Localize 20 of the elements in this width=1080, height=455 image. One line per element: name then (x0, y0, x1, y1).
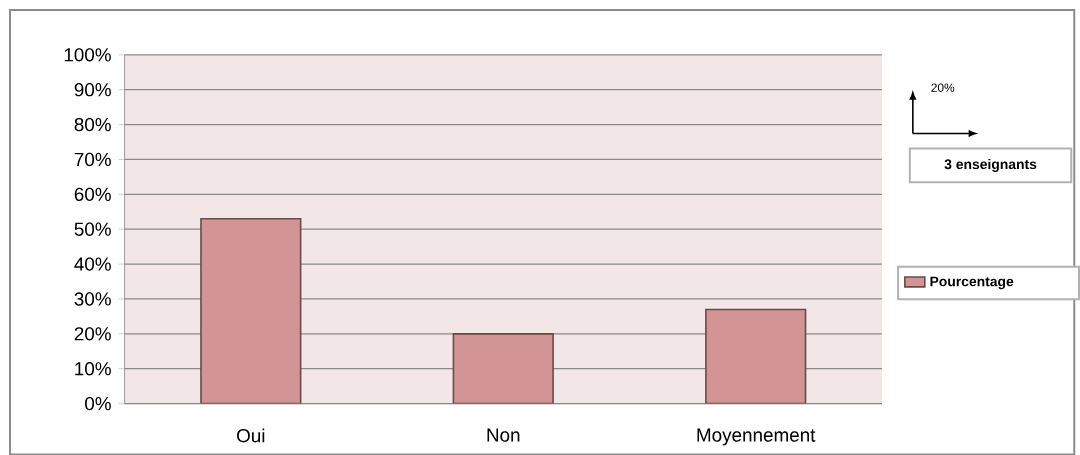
y-tick-label: 50% (74, 222, 111, 236)
text: 20% (931, 83, 955, 92)
y-tick-label: 30% (74, 292, 111, 306)
y-tick-label: 60% (74, 187, 111, 201)
x-tick-label: Non (487, 428, 520, 442)
y-tick-label: 40% (74, 257, 111, 271)
y-tick-label: 80% (74, 117, 111, 132)
x-tick-label: Moyennement (697, 428, 816, 446)
bar (200, 217, 302, 404)
bar (705, 308, 807, 404)
y-tick-label: 20% (74, 326, 111, 341)
y-tick-label: 0% (85, 396, 111, 411)
bar (452, 332, 554, 404)
y-tick-label: 100% (64, 47, 111, 62)
y-tick-label: 90% (74, 82, 111, 97)
x-tick-label: Oui (237, 428, 265, 443)
y-tick-label: 70% (74, 152, 111, 166)
text: 3 enseignants (944, 158, 1037, 172)
legend-label: Pourcentage (930, 276, 1014, 289)
y-tick-label: 10% (75, 361, 111, 376)
